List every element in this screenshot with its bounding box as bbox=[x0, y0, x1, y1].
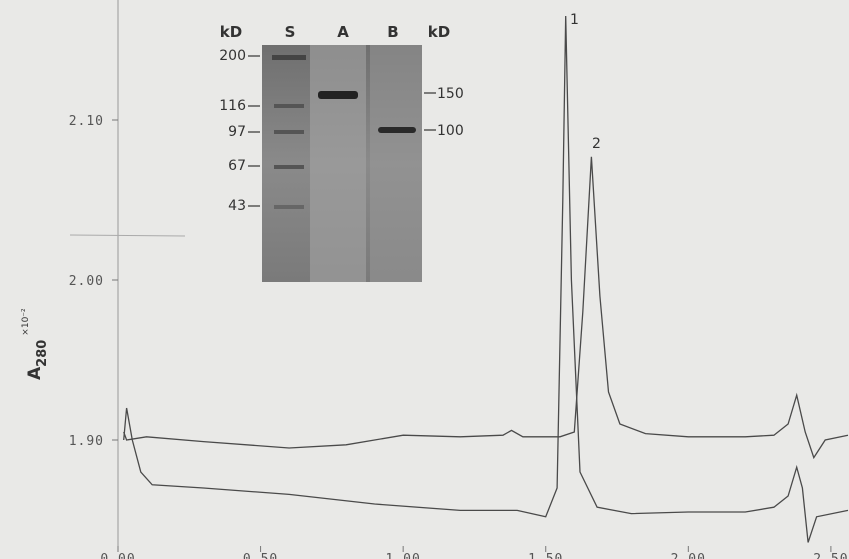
lane-label: B bbox=[387, 23, 398, 41]
mw-marker: 97 bbox=[228, 124, 246, 140]
peak-label: 1 bbox=[570, 12, 579, 28]
y-axis-label: A280 ×10⁻² bbox=[21, 308, 50, 380]
x-tick-label: 1.00 bbox=[386, 552, 421, 559]
gel-units: kD bbox=[220, 23, 242, 41]
mw-marker: 200 bbox=[219, 48, 246, 64]
marker-arrows bbox=[248, 55, 436, 207]
gel-image bbox=[262, 45, 422, 282]
lane-label: S bbox=[285, 23, 296, 41]
mw-marker: 67 bbox=[228, 158, 246, 174]
x-tick-label: 0.00 bbox=[100, 552, 135, 559]
y-label-sub: 280 bbox=[35, 340, 50, 367]
mw-marker: 116 bbox=[219, 98, 246, 114]
y-label-main: A bbox=[25, 366, 45, 380]
mw-marker: 150 bbox=[437, 86, 464, 102]
x-tick-label: 2.00 bbox=[671, 552, 706, 559]
y-tick-label: 2.10 bbox=[69, 114, 104, 129]
gel-units: kD bbox=[428, 23, 450, 41]
mw-marker: 100 bbox=[437, 123, 464, 139]
x-tick-label: 1.50 bbox=[528, 552, 563, 559]
scratch bbox=[69, 234, 186, 237]
mw-marker: 43 bbox=[228, 198, 246, 214]
trace bbox=[123, 156, 849, 460]
trace bbox=[123, 15, 849, 543]
y-tick-label: 2.00 bbox=[69, 274, 104, 289]
y-label-unit: ×10⁻² bbox=[21, 308, 31, 336]
lane-label: A bbox=[337, 23, 349, 41]
peak-label: 2 bbox=[592, 136, 601, 152]
x-tick-label: 0.50 bbox=[243, 552, 278, 559]
x-tick-label: 2.50 bbox=[813, 552, 848, 559]
y-tick-label: 1.90 bbox=[69, 434, 104, 449]
